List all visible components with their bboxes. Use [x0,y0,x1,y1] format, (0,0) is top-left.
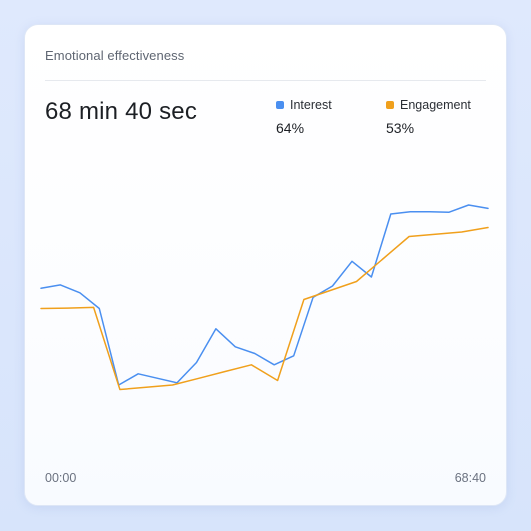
emotional-effectiveness-card: Emotional effectiveness 68 min 40 sec In… [24,24,507,506]
header-divider [45,80,486,81]
x-axis-end-label: 68:40 [454,471,486,485]
engagement-swatch [386,101,394,109]
series-line-interest [40,204,489,386]
x-axis-start-label: 00:00 [45,471,77,485]
legend-value-engagement: 53% [386,120,415,136]
legend-item-engagement[interactable]: Engagement 53% [386,98,471,136]
line-chart [40,204,489,391]
interest-swatch [276,101,284,109]
duration-value: 68 min 40 sec [45,98,198,125]
legend-label-interest: Interest [290,98,332,112]
legend-item-interest[interactable]: Interest 64% [276,98,332,136]
card-title: Emotional effectiveness [45,48,185,63]
series-line-engagement [40,226,489,391]
legend-label-engagement: Engagement [400,98,471,112]
legend-value-interest: 64% [276,120,305,136]
